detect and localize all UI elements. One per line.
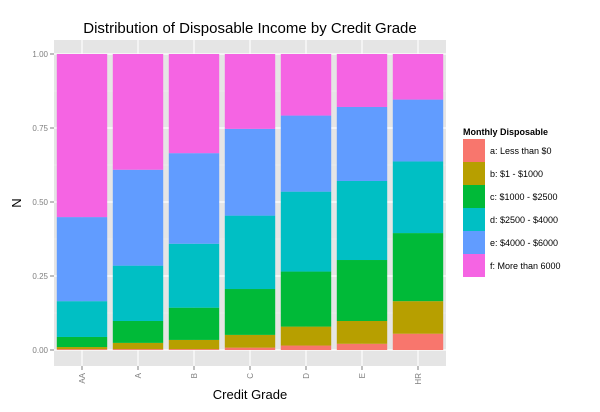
bar-segment [56, 347, 108, 350]
x-tick-label: A [134, 372, 143, 378]
bar-segment [56, 54, 108, 218]
y-tick-label: 0.00 [32, 346, 48, 355]
bar-segment [112, 265, 164, 321]
x-tick-label: B [190, 373, 199, 378]
y-tick-label: 0.50 [32, 198, 48, 207]
bar-segment [224, 54, 276, 129]
bar-segment [168, 349, 220, 350]
y-axis: 0.00 0.25 0.50 0.75 1.00 [32, 50, 54, 355]
bar-segment [336, 260, 388, 321]
bar-segment [56, 336, 108, 348]
bar-segment [112, 169, 164, 266]
bar-segment [56, 349, 108, 350]
legend-swatch [463, 185, 485, 208]
bar-segment [280, 115, 332, 192]
x-tick-label: D [302, 373, 311, 379]
bar-segment [112, 342, 164, 350]
bar-segment [392, 333, 444, 350]
legend-swatch [463, 208, 485, 231]
x-axis: AA A B C D E HR [78, 366, 423, 385]
y-tick-label: 0.25 [32, 272, 48, 281]
bar-segment [336, 106, 388, 181]
x-tick-label: HR [414, 373, 423, 385]
y-axis-label: N [9, 198, 24, 207]
bar-segment [280, 191, 332, 272]
legend-label: b: $1 - $1000 [490, 169, 543, 179]
bar-segment [224, 128, 276, 216]
bar-segment [336, 343, 388, 350]
bar-segment [392, 99, 444, 162]
bar-segment [224, 347, 276, 350]
bar-segment [56, 301, 108, 337]
legend-swatch [463, 162, 485, 185]
legend-title: Monthly Disposable [463, 127, 548, 137]
legend-label: c: $1000 - $2500 [490, 192, 558, 202]
chart-title: Distribution of Disposable Income by Cre… [83, 20, 417, 37]
bar-segment [168, 153, 220, 244]
legend-label: e: $4000 - $6000 [490, 238, 558, 248]
x-tick-label: C [246, 373, 255, 379]
bar-segment [392, 161, 444, 234]
bar-segment [168, 339, 220, 350]
bars [56, 54, 444, 350]
y-tick-label: 0.75 [32, 124, 48, 133]
x-axis-label: Credit Grade [213, 387, 287, 402]
bar-segment [336, 54, 388, 107]
bar-segment [392, 233, 444, 302]
bar-segment [224, 215, 276, 290]
bar-segment [280, 345, 332, 350]
bar-segment [56, 217, 108, 302]
bar-segment [224, 289, 276, 335]
bar-segment [224, 334, 276, 348]
bar-segment [112, 54, 164, 170]
bar-segment [280, 54, 332, 116]
y-tick-label: 1.00 [32, 50, 48, 59]
legend-label: d: $2500 - $4000 [490, 215, 558, 225]
bar-segment [336, 320, 388, 344]
legend-swatch [463, 254, 485, 277]
legend-swatch [463, 139, 485, 162]
legend-label: f: More than 6000 [490, 261, 561, 271]
legend: Monthly Disposable a: Less than $0 b: $1 … [463, 127, 561, 277]
x-tick-label: E [358, 373, 367, 378]
bar-segment [112, 349, 164, 350]
bar-segment [280, 271, 332, 327]
bar-segment [112, 320, 164, 343]
bar-segment [168, 307, 220, 340]
bar-segment [336, 180, 388, 261]
legend-swatch [463, 231, 485, 254]
bar-segment [168, 243, 220, 308]
bar-segment [392, 54, 444, 100]
bar-segment [168, 54, 220, 154]
legend-label: a: Less than $0 [490, 146, 552, 156]
bar-segment [392, 301, 444, 334]
bar-segment [280, 326, 332, 346]
x-tick-label: AA [78, 372, 87, 383]
